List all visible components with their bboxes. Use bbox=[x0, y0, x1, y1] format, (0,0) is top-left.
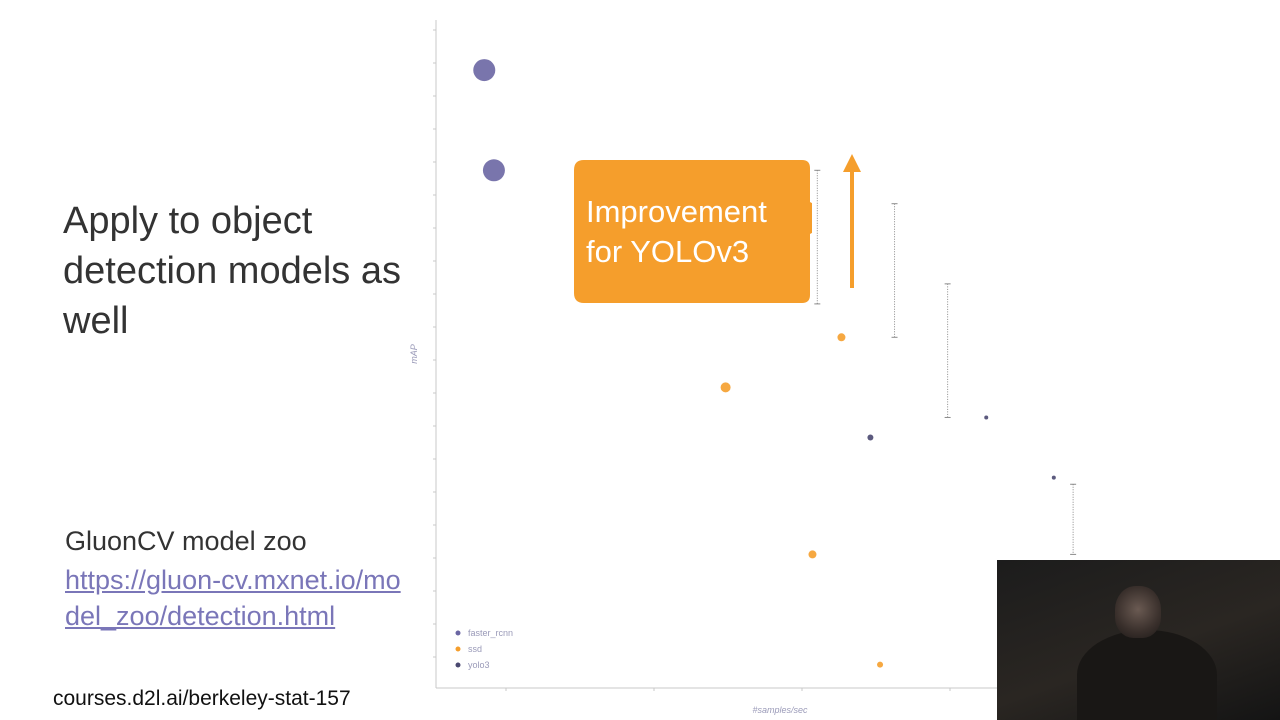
callout-shape bbox=[574, 160, 812, 303]
legend-label-faster_rcnn: faster_rcnn bbox=[468, 628, 513, 638]
data-points bbox=[473, 59, 1056, 668]
point-ssd bbox=[720, 382, 731, 393]
slide-heading: Apply to object detection models as well bbox=[63, 200, 401, 342]
point-ssd bbox=[877, 661, 884, 668]
course-url: courses.d2l.ai/berkeley-stat-157 bbox=[53, 687, 351, 710]
model-zoo-title: GluonCV model zoo bbox=[65, 526, 307, 556]
callout-text-line2: for YOLOv3 bbox=[586, 234, 750, 269]
webcam-speaker-body bbox=[1077, 630, 1217, 720]
improvement-lines bbox=[814, 169, 1077, 555]
webcam-speaker-head bbox=[1115, 586, 1161, 638]
point-yolo3 bbox=[984, 415, 989, 420]
legend-marker-yolo3 bbox=[455, 662, 461, 668]
y-axis-label: mAP bbox=[409, 344, 419, 364]
point-yolo3 bbox=[867, 434, 874, 441]
legend-label-ssd: ssd bbox=[468, 644, 482, 654]
legend-marker-ssd bbox=[455, 646, 461, 652]
point-ssd bbox=[808, 550, 817, 559]
legend-label-yolo3: yolo3 bbox=[468, 660, 490, 670]
improvement-arrow bbox=[843, 154, 861, 288]
arrow-head bbox=[843, 154, 861, 172]
point-faster_rcnn bbox=[482, 159, 505, 182]
legend-marker-faster_rcnn bbox=[455, 630, 461, 636]
point-yolo3 bbox=[1051, 475, 1056, 480]
callout-text-line1: Improvement bbox=[586, 194, 767, 229]
point-ssd bbox=[837, 333, 846, 342]
point-faster_rcnn bbox=[473, 59, 496, 82]
webcam-overlay bbox=[997, 560, 1280, 720]
model-zoo-link[interactable]: https://gluon-cv.mxnet.io/model_zoo/dete… bbox=[65, 565, 401, 631]
improvement-callout: Improvement for YOLOv3 bbox=[574, 160, 812, 303]
x-axis-label: #samples/sec bbox=[752, 705, 808, 715]
callout-text: Improvement for YOLOv3 bbox=[586, 192, 767, 272]
